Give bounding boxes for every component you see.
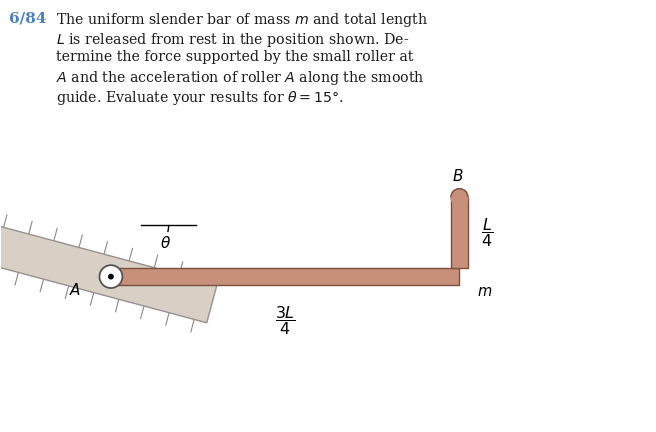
Text: $L$ is released from rest in the position shown. De-: $L$ is released from rest in the positio… [56,31,409,49]
Text: guide. Evaluate your results for $\theta = 15°$.: guide. Evaluate your results for $\theta… [56,89,344,107]
Polygon shape [451,197,468,268]
Text: $m$: $m$ [478,285,493,299]
Polygon shape [111,268,459,285]
Text: $B$: $B$ [452,168,463,184]
Text: 6/84: 6/84 [9,11,47,25]
Text: The uniform slender bar of mass $m$ and total length: The uniform slender bar of mass $m$ and … [56,11,428,29]
Circle shape [451,189,468,206]
Text: $\dfrac{L}{4}$: $\dfrac{L}{4}$ [482,216,493,249]
Circle shape [100,265,123,288]
Text: $\theta$: $\theta$ [160,235,171,251]
Circle shape [109,274,113,279]
Text: $A$ and the acceleration of roller $A$ along the smooth: $A$ and the acceleration of roller $A$ a… [56,70,424,87]
Polygon shape [0,224,217,323]
Text: termine the force supported by the small roller at: termine the force supported by the small… [56,50,413,64]
Text: $\dfrac{3L}{4}$: $\dfrac{3L}{4}$ [275,305,296,337]
Text: $A$: $A$ [69,282,81,298]
